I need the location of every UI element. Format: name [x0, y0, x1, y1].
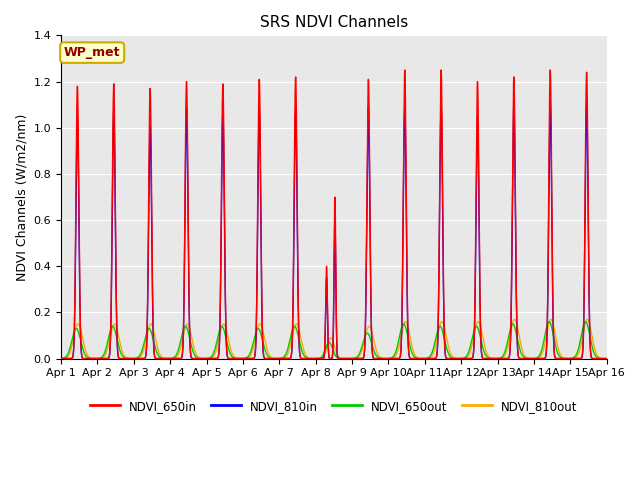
Legend: NDVI_650in, NDVI_810in, NDVI_650out, NDVI_810out: NDVI_650in, NDVI_810in, NDVI_650out, NDV…: [85, 395, 582, 417]
Text: WP_met: WP_met: [64, 46, 120, 59]
Y-axis label: NDVI Channels (W/m2/nm): NDVI Channels (W/m2/nm): [15, 113, 28, 281]
Title: SRS NDVI Channels: SRS NDVI Channels: [260, 15, 408, 30]
